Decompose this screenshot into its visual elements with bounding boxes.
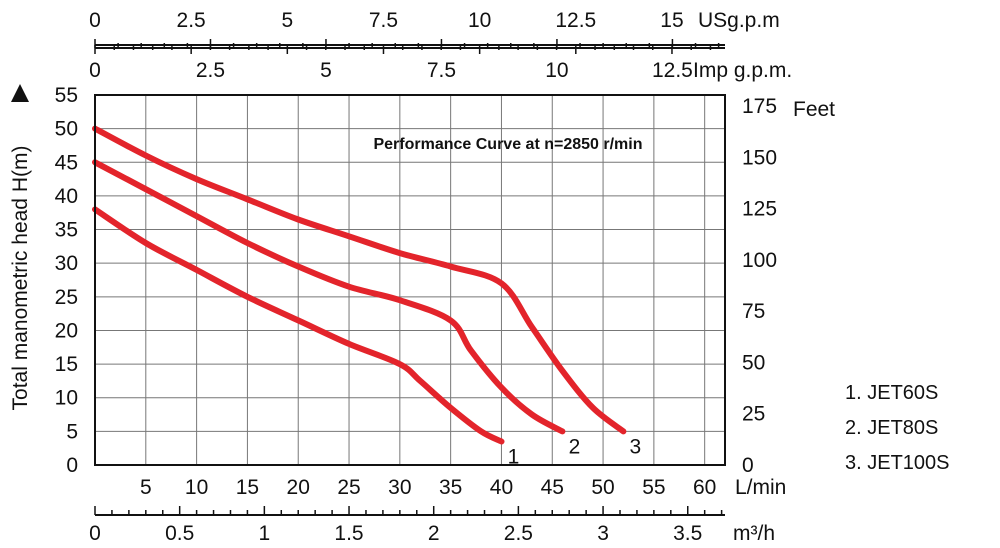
performance-chart: Performance Curve at n=2850 r/min Total …: [0, 0, 1000, 548]
legend-item-jet80s: 2. JET80S: [845, 417, 938, 439]
feet-tick-label: 75: [742, 300, 765, 323]
m3h-axis-tick-label: 3: [597, 522, 609, 545]
x-tick-label: 30: [388, 476, 411, 499]
usgpm-axis-tick-label: 0: [89, 9, 101, 32]
x-tick-label: 55: [642, 476, 665, 499]
feet-tick-label: 25: [742, 403, 765, 426]
feet-tick-label: 50: [742, 351, 765, 374]
y-tick-label: 45: [55, 151, 78, 174]
m3h-axis-tick-label: 3.5: [673, 522, 702, 545]
x-tick-label: 20: [287, 476, 310, 499]
x-tick-label: 40: [490, 476, 513, 499]
series-label-1: 1: [508, 445, 520, 468]
feet-tick-label: 175: [742, 95, 777, 118]
series-curve-3: [95, 129, 623, 432]
y-axis-arrow-icon: [11, 84, 29, 102]
x-tick-label: 60: [693, 476, 716, 499]
legend-item-jet100s: 3. JET100S: [845, 452, 950, 474]
y-tick-label: 0: [66, 454, 78, 477]
x-tick-label: 10: [185, 476, 208, 499]
m3h-axis-tick-label: 1.5: [334, 522, 363, 545]
m3h-unit-label: m³/h: [733, 522, 775, 545]
x-tick-label: 25: [337, 476, 360, 499]
y-axis-label: Total manometric head H(m): [9, 146, 32, 411]
chart-title: Performance Curve at n=2850 r/min: [373, 136, 642, 153]
feet-tick-label: 0: [742, 454, 754, 477]
usgpm-axis-tick-label: 7.5: [369, 9, 398, 32]
x-tick-label: 45: [541, 476, 564, 499]
m3h-axis-tick-label: 2.5: [504, 522, 533, 545]
impgpm-axis-tick-label: 5: [320, 59, 332, 82]
series-label-3: 3: [630, 435, 642, 458]
impgpm-axis-tick-label: 7.5: [427, 59, 456, 82]
impgpm-axis-tick-label: 12.5: [652, 59, 693, 82]
series-group: [95, 129, 623, 442]
impgpm-unit-label: Imp g.p.m.: [693, 59, 792, 82]
y-tick-label: 50: [55, 118, 78, 141]
legend: 1. JET60S 2. JET80S 3. JET100S: [845, 382, 950, 474]
usgpm-axis-tick-label: 2.5: [177, 9, 206, 32]
x-tick-label: 35: [439, 476, 462, 499]
lmin-unit-label: L/min: [735, 476, 786, 499]
impgpm-axis-tick-label: 2.5: [196, 59, 225, 82]
feet-tick-label: 125: [742, 198, 777, 221]
y-tick-label: 20: [55, 319, 78, 342]
usgpm-axis-tick-label: 12.5: [555, 9, 596, 32]
usgpm-axis-tick-label: 5: [281, 9, 293, 32]
x-tick-label: 5: [140, 476, 152, 499]
y-tick-label: 25: [55, 286, 78, 309]
y-tick-label: 15: [55, 353, 78, 376]
y-tick-label: 40: [55, 185, 78, 208]
legend-item-jet60s: 1. JET60S: [845, 382, 938, 404]
usgpm-unit-label: USg.p.m: [698, 9, 780, 32]
usgpm-axis-tick-label: 15: [660, 9, 683, 32]
m3h-axis-tick-label: 0: [89, 522, 101, 545]
m3h-axis-tick-label: 0.5: [165, 522, 194, 545]
y-tick-label: 30: [55, 252, 78, 275]
impgpm-axis-tick-label: 10: [545, 59, 568, 82]
series-label-2: 2: [569, 435, 581, 458]
x-tick-label: 15: [236, 476, 259, 499]
x-tick-label: 50: [591, 476, 614, 499]
m3h-axis-tick-label: 1: [259, 522, 271, 545]
y-tick-label: 10: [55, 387, 78, 410]
m3h-axis-tick-label: 2: [428, 522, 440, 545]
feet-unit-label: Feet: [793, 98, 835, 121]
y-tick-label: 35: [55, 219, 78, 242]
feet-tick-label: 100: [742, 249, 777, 272]
impgpm-axis-tick-label: 0: [89, 59, 101, 82]
y-tick-label: 5: [66, 420, 78, 443]
usgpm-axis-tick-label: 10: [468, 9, 491, 32]
y-tick-label: 55: [55, 84, 78, 107]
feet-tick-label: 150: [742, 146, 777, 169]
